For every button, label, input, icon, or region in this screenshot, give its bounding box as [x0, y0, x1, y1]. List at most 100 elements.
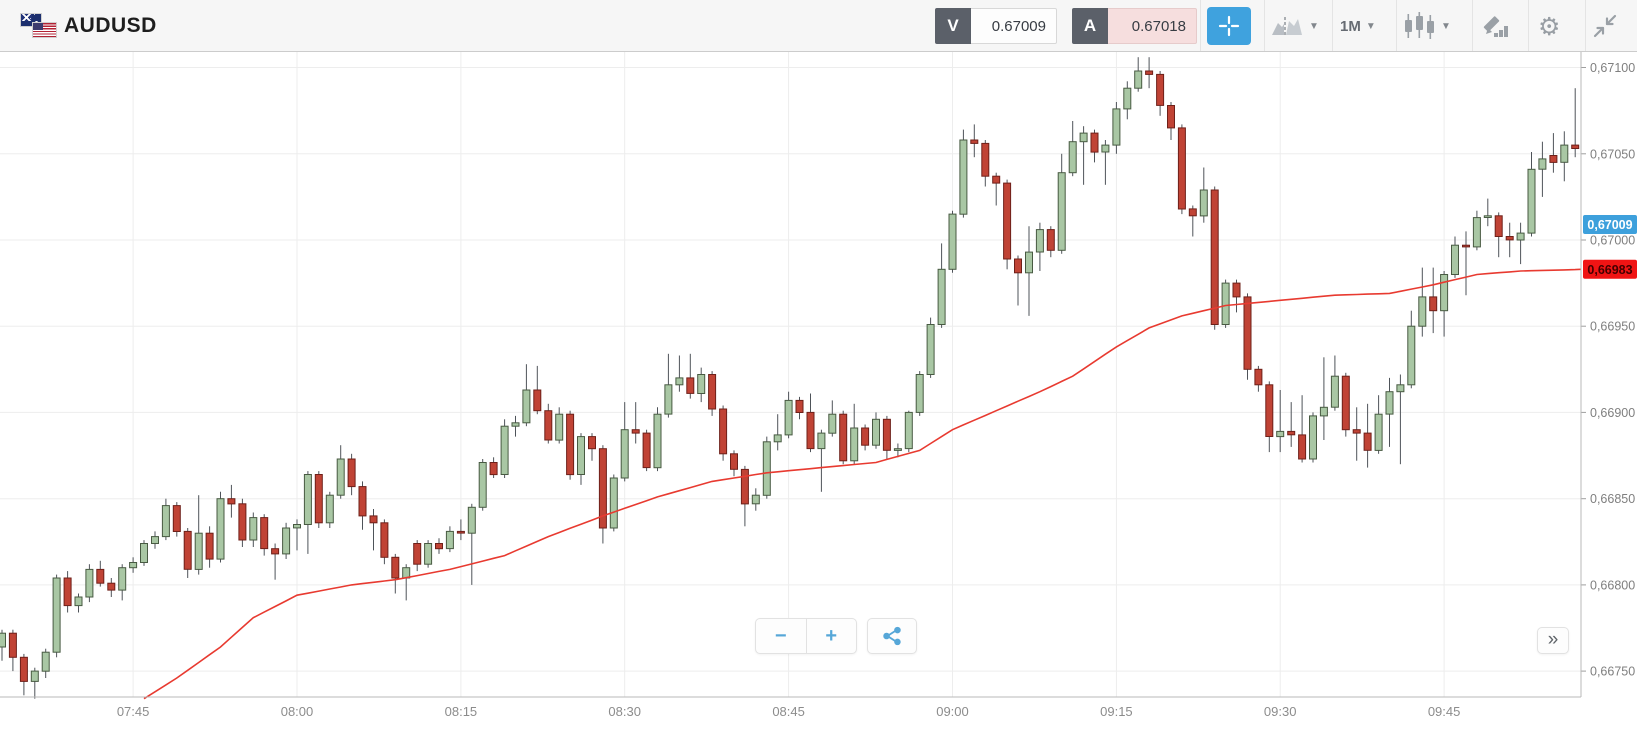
- candle: [1483, 198, 1492, 227]
- y-axis-label: 0,66850: [1590, 492, 1635, 506]
- candle: [1210, 186, 1219, 330]
- candle: [872, 412, 880, 449]
- instrument-flags-icon: [20, 13, 60, 39]
- candle: [1330, 355, 1339, 411]
- moving-average-line: [143, 268, 1582, 700]
- candle: [402, 564, 411, 601]
- candle: [937, 243, 946, 328]
- candle: [1571, 88, 1580, 158]
- candle: [1035, 222, 1044, 271]
- candle: [1560, 131, 1569, 182]
- candle-style-dropdown[interactable]: ▼: [1404, 0, 1451, 52]
- candle: [1341, 372, 1350, 437]
- candle: [314, 471, 323, 528]
- zoom-in-button[interactable]: +: [825, 624, 838, 647]
- chevron-down-icon: ▼: [1365, 20, 1376, 32]
- candlestick-chart[interactable]: 0,67100 0,67050 0,67000 0,66950 0,66900 0,668…: [0, 52, 1637, 729]
- average-price-tag: 0,66983: [1583, 259, 1637, 279]
- candle: [861, 424, 870, 451]
- candle: [828, 400, 837, 437]
- x-axis-label: 08:00: [281, 704, 314, 719]
- candle: [19, 653, 28, 696]
- y-axis-label: 0,66750: [1590, 665, 1635, 679]
- candle: [566, 410, 575, 480]
- candle: [358, 481, 367, 530]
- candle: [1407, 310, 1416, 389]
- candle: [151, 531, 159, 549]
- x-axis-label: 08:30: [608, 704, 641, 719]
- candle: [522, 364, 531, 427]
- candle: [882, 415, 891, 459]
- crosshair-button[interactable]: [1207, 7, 1251, 45]
- settings-button[interactable]: ⚙: [1538, 0, 1560, 52]
- candle: [1298, 395, 1307, 463]
- candle: [445, 526, 454, 553]
- y-axis-label: 0,66900: [1590, 406, 1635, 420]
- candle: [1462, 231, 1470, 296]
- candle: [1079, 126, 1088, 185]
- sell-price-button[interactable]: V 0.67009: [935, 8, 1057, 44]
- candle: [478, 459, 487, 511]
- chart-canvas[interactable]: 0,67100 0,67050 0,67000 0,66950 0,66900 0,668…: [0, 52, 1637, 729]
- candle: [533, 365, 542, 415]
- candle: [1418, 267, 1427, 337]
- candle: [850, 403, 859, 465]
- candle: [1516, 222, 1525, 265]
- candle: [751, 488, 760, 511]
- drawing-tools-button[interactable]: [1482, 0, 1512, 52]
- toolbar-divider: [1528, 0, 1529, 51]
- x-axis-label: 07:45: [117, 704, 150, 719]
- x-axis-label: 09:30: [1264, 704, 1297, 719]
- candle: [740, 465, 749, 527]
- x-axis-label: 08:15: [445, 704, 478, 719]
- drawing-tools-icon: [1483, 16, 1508, 37]
- timeframe-label: 1M: [1340, 17, 1361, 35]
- collapse-button[interactable]: [1592, 0, 1618, 52]
- candle: [467, 503, 476, 585]
- candle: [1494, 212, 1503, 258]
- candle: [1167, 102, 1175, 140]
- candle: [1199, 167, 1208, 223]
- candle: [1319, 357, 1328, 440]
- candle: [642, 429, 651, 472]
- candle: [1265, 381, 1274, 453]
- candle: [1090, 129, 1099, 163]
- candle: [161, 498, 170, 541]
- candle: [238, 498, 247, 547]
- x-axis-label: 09:00: [936, 704, 969, 719]
- timeframe-dropdown[interactable]: 1M ▼: [1340, 0, 1376, 52]
- candle: [795, 396, 804, 420]
- candle: [1254, 365, 1263, 392]
- share-button[interactable]: [867, 618, 917, 654]
- candle: [1549, 133, 1558, 173]
- candle: [1188, 205, 1197, 237]
- candle: [118, 564, 127, 601]
- candle: [1221, 279, 1230, 328]
- candle: [1232, 279, 1241, 313]
- candle: [194, 495, 203, 575]
- candle: [511, 415, 520, 437]
- chart-type-dropdown[interactable]: ▼: [1270, 0, 1319, 52]
- toolbar-divider: [1332, 0, 1333, 51]
- candle: [96, 560, 105, 587]
- candle: [708, 371, 717, 416]
- sell-price-value: 0.67009: [971, 8, 1057, 44]
- candle: [730, 450, 738, 477]
- expand-panel-button[interactable]: »: [1537, 627, 1569, 654]
- y-axis-label: 0,67000: [1590, 234, 1635, 248]
- collapse-icon: [1593, 14, 1617, 38]
- y-axis-label: 0,67100: [1590, 61, 1635, 75]
- chart-toolbar: AUDUSD V 0.67009 A 0.67018: [0, 0, 1637, 52]
- candle: [915, 371, 924, 416]
- candle: [1276, 390, 1285, 453]
- candle: [183, 528, 192, 578]
- buy-price-button[interactable]: A 0.67018: [1072, 8, 1197, 44]
- candle: [675, 355, 684, 392]
- svg-text:0,67009: 0,67009: [1587, 218, 1632, 232]
- candle: [839, 410, 848, 465]
- buy-price-value: 0.67018: [1108, 8, 1197, 44]
- candle: [959, 129, 968, 218]
- candle: [719, 405, 728, 461]
- candle: [784, 391, 793, 439]
- zoom-out-button[interactable]: −: [756, 619, 807, 653]
